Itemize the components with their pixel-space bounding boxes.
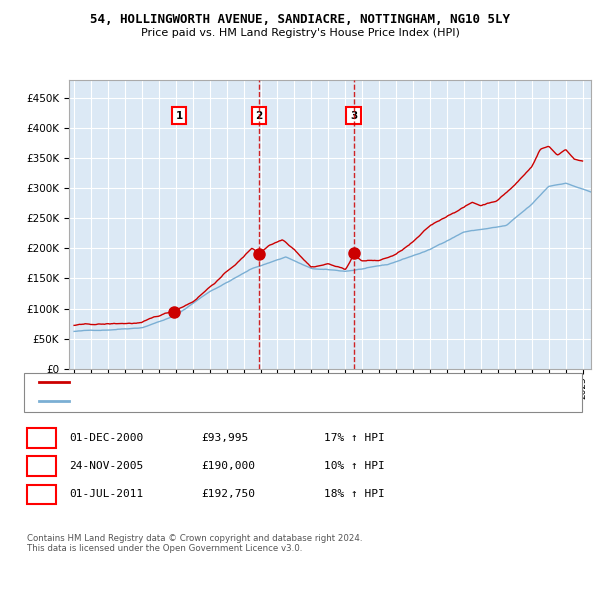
- Text: 3: 3: [350, 111, 358, 121]
- Text: 01-JUL-2011: 01-JUL-2011: [69, 490, 143, 499]
- Text: 17% ↑ HPI: 17% ↑ HPI: [324, 433, 385, 442]
- Text: 54, HOLLINGWORTH AVENUE, SANDIACRE, NOTTINGHAM, NG10 5LY (detached house): 54, HOLLINGWORTH AVENUE, SANDIACRE, NOTT…: [75, 378, 495, 387]
- Text: 1: 1: [38, 433, 45, 442]
- Text: £190,000: £190,000: [201, 461, 255, 471]
- Text: Price paid vs. HM Land Registry's House Price Index (HPI): Price paid vs. HM Land Registry's House …: [140, 28, 460, 38]
- Text: 1: 1: [176, 111, 183, 121]
- Text: 18% ↑ HPI: 18% ↑ HPI: [324, 490, 385, 499]
- Text: 2: 2: [38, 461, 45, 471]
- Text: £192,750: £192,750: [201, 490, 255, 499]
- Text: 24-NOV-2005: 24-NOV-2005: [69, 461, 143, 471]
- Text: 10% ↑ HPI: 10% ↑ HPI: [324, 461, 385, 471]
- Text: 54, HOLLINGWORTH AVENUE, SANDIACRE, NOTTINGHAM, NG10 5LY: 54, HOLLINGWORTH AVENUE, SANDIACRE, NOTT…: [90, 13, 510, 26]
- Text: £93,995: £93,995: [201, 433, 248, 442]
- Text: HPI: Average price, detached house, Erewash: HPI: Average price, detached house, Erew…: [75, 396, 297, 406]
- Text: 2: 2: [255, 111, 262, 121]
- Text: 01-DEC-2000: 01-DEC-2000: [69, 433, 143, 442]
- Text: Contains HM Land Registry data © Crown copyright and database right 2024.
This d: Contains HM Land Registry data © Crown c…: [27, 534, 362, 553]
- Text: 3: 3: [38, 490, 45, 499]
